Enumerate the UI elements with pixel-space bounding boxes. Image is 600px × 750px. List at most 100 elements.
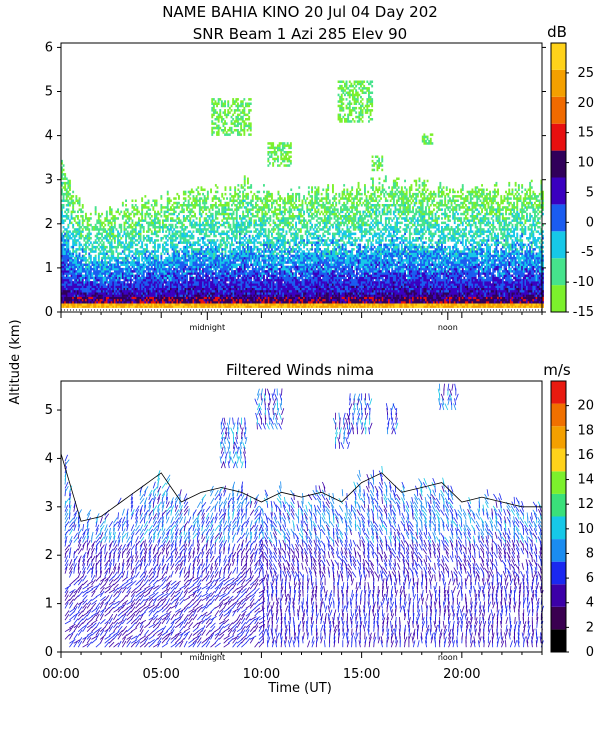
- snr-cell: [123, 228, 126, 231]
- snr-cell: [221, 305, 224, 308]
- snr-cell: [80, 292, 83, 295]
- snr-cell: [234, 256, 237, 260]
- snr-cell: [134, 305, 137, 308]
- snr-cell: [237, 263, 240, 266]
- snr-cell: [218, 265, 220, 269]
- snr-cell: [250, 186, 253, 189]
- snr-cell: [121, 281, 124, 284]
- snr-cell: [247, 272, 249, 275]
- snr-cell: [125, 290, 127, 293]
- snr-cell: [165, 241, 168, 244]
- snr-cell: [121, 215, 124, 218]
- snr-cell: [219, 252, 222, 255]
- snr-cell: [160, 283, 163, 286]
- snr-cell: [99, 292, 102, 295]
- snr-cell: [102, 221, 105, 225]
- snr-cell: [99, 296, 102, 300]
- snr-cell: [205, 305, 208, 308]
- snr-cell: [202, 278, 204, 282]
- snr-cell: [166, 234, 169, 238]
- snr-cell: [146, 201, 148, 205]
- snr-cell: [144, 248, 147, 251]
- snr-cell: [165, 263, 168, 266]
- snr-cell: [234, 298, 237, 302]
- snr-cell: [216, 226, 219, 229]
- snr-cell: [70, 278, 73, 282]
- snr-cell: [99, 303, 102, 306]
- snr-cell: [245, 192, 248, 196]
- snr-cell: [192, 254, 195, 258]
- snr-cell: [219, 272, 222, 275]
- snr-cell: [184, 292, 187, 295]
- snr-cell: [261, 201, 264, 205]
- snr-cell: [218, 259, 220, 262]
- snr-cell: [232, 305, 235, 308]
- snr-cell: [198, 305, 201, 308]
- snr-cell: [181, 294, 184, 297]
- snr-cell: [72, 206, 75, 209]
- snr-cell: [117, 241, 119, 244]
- snr-cell: [240, 184, 243, 187]
- snr-cell: [171, 270, 174, 273]
- snr-cell: [117, 217, 119, 220]
- snr-cell: [200, 276, 203, 280]
- snr-cell: [86, 296, 89, 300]
- snr-cell: [189, 208, 192, 211]
- snr-cell: [117, 254, 119, 258]
- snr-cell: [243, 303, 246, 306]
- snr-cell: [224, 283, 227, 286]
- snr-cell: [88, 272, 91, 275]
- snr-cell: [168, 265, 171, 269]
- snr-cell: [221, 285, 224, 288]
- snr-cell: [247, 230, 249, 233]
- snr-cell: [206, 283, 209, 286]
- snr-cell: [67, 285, 70, 288]
- snr-cell: [109, 274, 111, 277]
- snr-cell: [104, 278, 107, 282]
- snr-cell: [208, 226, 211, 229]
- snr-cell: [142, 278, 145, 282]
- snr-cell: [237, 223, 240, 227]
- snr-cell: [94, 276, 97, 280]
- snr-cell: [205, 199, 208, 202]
- snr-cell: [147, 283, 150, 286]
- snr-cell: [139, 294, 142, 297]
- snr-cell: [65, 276, 68, 280]
- snr-cell: [77, 272, 79, 275]
- snr-cell: [173, 248, 176, 251]
- snr-cell: [197, 228, 200, 231]
- snr-cell: [162, 272, 164, 275]
- snr-cell: [216, 305, 219, 308]
- snr-cell: [235, 303, 238, 306]
- snr-cell: [239, 201, 241, 205]
- snr-cell: [99, 301, 102, 304]
- snr-cell: [107, 265, 110, 269]
- snr-cell: [61, 210, 63, 214]
- snr-cell: [171, 239, 174, 242]
- snr-cell: [83, 281, 86, 284]
- snr-cell: [251, 215, 254, 218]
- snr-cell: [118, 305, 121, 308]
- snr-cell: [115, 234, 118, 238]
- snr-cell: [221, 230, 224, 233]
- snr-cell: [61, 215, 63, 218]
- snr-cell: [149, 212, 152, 216]
- snr-cell: [234, 188, 237, 191]
- snr-cell: [224, 259, 227, 262]
- snr-cell: [231, 250, 233, 253]
- snr-cell: [78, 263, 81, 266]
- snr-cell: [70, 259, 73, 262]
- snr-cell: [101, 294, 103, 297]
- snr-cell: [89, 283, 92, 286]
- snr-cell: [147, 298, 150, 302]
- snr-cell: [243, 175, 246, 178]
- snr-cell: [123, 259, 126, 262]
- snr-cell: [89, 237, 92, 240]
- snr-cell: [109, 294, 111, 297]
- snr-cell: [174, 230, 177, 233]
- snr-cell: [101, 243, 103, 247]
- snr-cell: [206, 190, 209, 194]
- snr-cell: [203, 241, 206, 244]
- snr-cell: [158, 294, 161, 297]
- snr-cell: [88, 267, 91, 271]
